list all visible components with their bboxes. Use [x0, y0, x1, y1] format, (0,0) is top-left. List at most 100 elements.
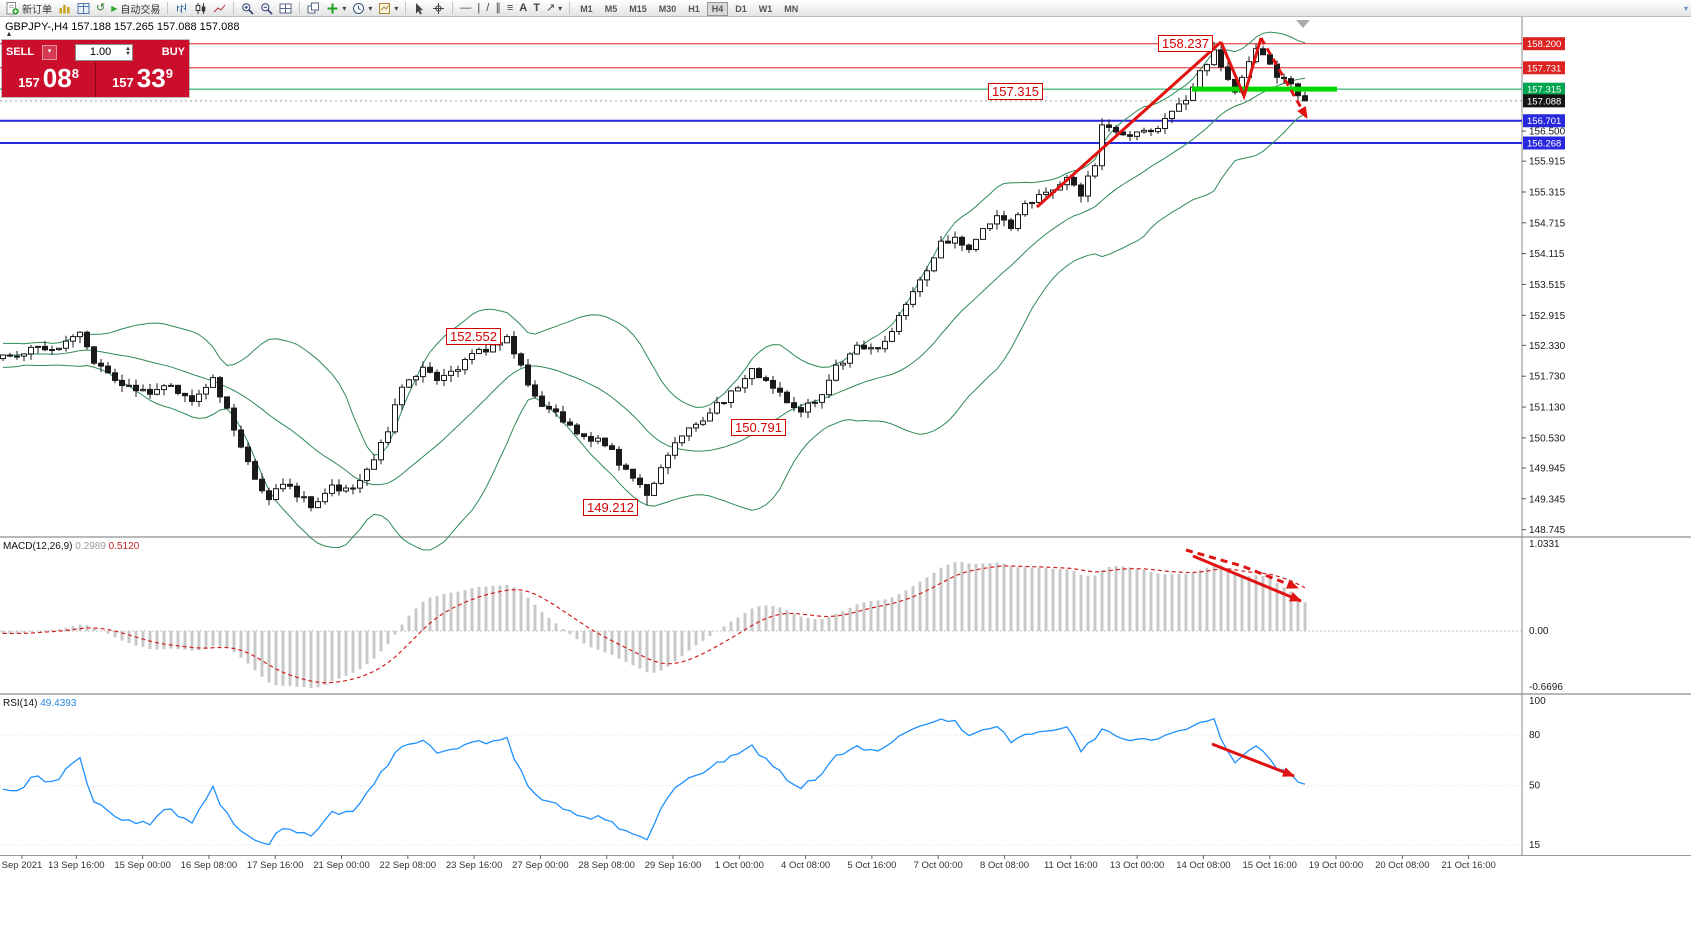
trendline-button[interactable]: /	[483, 1, 492, 16]
svg-text:149.345: 149.345	[1529, 494, 1566, 505]
fibonacci-button[interactable]: ≡	[504, 1, 516, 16]
sell-button[interactable]: SELL	[6, 46, 35, 58]
templates-button[interactable]: ▾	[375, 1, 401, 16]
bar-chart-mode-button[interactable]	[172, 1, 191, 16]
autotrading-label: 自动交易	[120, 4, 161, 16]
timeframe-button-m30[interactable]: M30	[658, 4, 677, 14]
price-axis[interactable]: 156.500 155.915 155.315 154.715 154.115 153.5…	[1522, 37, 1566, 851]
tile-windows-button[interactable]	[276, 1, 295, 16]
svg-text:157.088: 157.088	[1527, 96, 1561, 107]
text-tool-button[interactable]: A	[516, 1, 530, 16]
buy-price-main: 33	[136, 63, 166, 93]
cascade-windows-icon	[307, 2, 320, 13]
timeframe-button-d1[interactable]: D1	[735, 4, 747, 14]
periods-button[interactable]: ▾	[349, 1, 375, 16]
price-callout[interactable]: 152.552	[446, 328, 501, 345]
svg-text:4 Oct 08:00: 4 Oct 08:00	[781, 860, 830, 871]
stepper-down-icon[interactable]: ▼	[125, 51, 131, 57]
svg-text:21 Oct 16:00: 21 Oct 16:00	[1441, 860, 1495, 871]
zoom-out-button[interactable]	[257, 1, 276, 16]
price-callout[interactable]: 157.315	[988, 83, 1043, 100]
timeframe-button-m15[interactable]: M15	[629, 4, 647, 14]
trade-panel-collapse-icon[interactable]: ▴	[7, 29, 12, 38]
candlestick-mode-button[interactable]	[191, 1, 210, 16]
channel-button[interactable]: ∥	[492, 1, 504, 16]
candles	[0, 41, 1308, 512]
horizontal-line-button[interactable]: —	[457, 1, 474, 16]
charts-button[interactable]	[55, 1, 74, 16]
volume-preset-dropdown[interactable]: ▾	[42, 44, 57, 60]
price-callout[interactable]: 150.791	[731, 419, 786, 436]
svg-text:7 Oct 00:00: 7 Oct 00:00	[914, 860, 963, 871]
trade-panel-price-row: 157 088 157 339	[2, 62, 189, 97]
timeframe-button-mn[interactable]: MN	[784, 4, 799, 14]
market-watch-button[interactable]	[74, 1, 93, 16]
svg-text:158.200: 158.200	[1527, 39, 1561, 50]
ohlc-bars-icon	[177, 3, 187, 13]
macd-indicator-label: MACD(12,26,9) 0.2989 0.5120	[3, 541, 139, 552]
timeframe-button-w1[interactable]: W1	[758, 4, 773, 14]
timeframe-button-m1[interactable]: M1	[580, 4, 593, 14]
timeframe-button-h4[interactable]: H4	[706, 2, 729, 16]
cascade-windows-button[interactable]	[304, 1, 323, 16]
crosshair-icon	[433, 2, 445, 14]
rsi-value: 49.4393	[40, 698, 77, 709]
cursor-icon	[416, 2, 424, 14]
crosshair-button[interactable]	[429, 1, 448, 16]
svg-text:156.268: 156.268	[1527, 138, 1561, 149]
bar-chart-icon	[59, 4, 70, 13]
zoom-in-button[interactable]	[238, 1, 257, 16]
svg-text:155.915: 155.915	[1529, 157, 1566, 168]
sell-price-button[interactable]: 157 088	[2, 62, 95, 97]
svg-text:29 Sep 16:00: 29 Sep 16:00	[645, 860, 702, 871]
autotrading-button[interactable]: ▶ 自动交易	[108, 1, 163, 16]
market-watch-icon	[77, 2, 90, 14]
macd-indicator	[0, 562, 1522, 688]
vertical-line-button[interactable]: |	[474, 1, 483, 16]
template-icon	[379, 2, 391, 14]
time-axis[interactable]: Sep 2021 13 Sep 16:00 15 Sep 00:00 16 Sep 0…	[2, 855, 1496, 871]
svg-text:149.945: 149.945	[1529, 463, 1566, 474]
svg-text:15: 15	[1529, 840, 1541, 851]
volume-input[interactable]: 1.00 ▲ ▼	[75, 43, 133, 61]
text-label-button[interactable]: T	[530, 1, 543, 16]
symbol-ohlc-text: GBPJPY-,H4 157.188 157.265 157.088 157.0…	[5, 21, 240, 33]
candlestick-icon	[196, 2, 206, 14]
sell-price-main: 08	[42, 63, 72, 93]
timeframe-button-h1[interactable]: H1	[688, 4, 700, 14]
clock-icon	[353, 2, 365, 14]
rsi-name: RSI(14)	[3, 698, 38, 709]
buy-price-button[interactable]: 157 339	[95, 62, 189, 97]
toolbar-separator	[569, 2, 571, 14]
zoom-in-icon	[242, 2, 254, 15]
toolbar-separator	[299, 2, 301, 14]
stepper-up-icon[interactable]: ▲	[125, 46, 131, 52]
price-callout[interactable]: 149.212	[583, 499, 638, 516]
cursor-button[interactable]	[410, 1, 429, 16]
text-tool-icon: A	[519, 1, 528, 14]
indicators-button[interactable]: ▾	[323, 1, 349, 16]
chevron-down-icon: ▾	[558, 3, 563, 13]
svg-text:157.731: 157.731	[1527, 63, 1561, 74]
svg-text:156.701: 156.701	[1527, 116, 1561, 127]
line-chart-mode-button[interactable]	[210, 1, 229, 16]
new-order-button[interactable]: 新订单	[3, 1, 55, 16]
rsi-indicator	[0, 717, 1522, 846]
volume-value: 1.00	[89, 46, 112, 58]
toolbar-overflow-icon[interactable]: ▾	[1683, 3, 1688, 13]
add-indicator-icon	[327, 3, 338, 13]
svg-text:8 Oct 08:00: 8 Oct 08:00	[980, 860, 1029, 871]
volume-stepper[interactable]: ▲ ▼	[125, 46, 132, 57]
svg-text:23 Sep 16:00: 23 Sep 16:00	[446, 860, 503, 871]
svg-text:-0.6696: -0.6696	[1529, 682, 1563, 693]
refresh-button[interactable]: ↺	[93, 1, 108, 16]
channel-icon: ∥	[495, 1, 501, 14]
svg-text:13 Oct 00:00: 13 Oct 00:00	[1110, 860, 1164, 871]
timeframe-button-m5[interactable]: M5	[604, 4, 618, 14]
buy-button[interactable]: BUY	[161, 46, 185, 58]
arrows-tool-button[interactable]: ↗ ▾	[543, 1, 565, 16]
svg-text:151.730: 151.730	[1529, 372, 1566, 383]
price-callout[interactable]: 158.237	[1158, 35, 1213, 52]
main-toolbar: 新订单 ↺ ▶ 自动交易	[0, 0, 1691, 17]
